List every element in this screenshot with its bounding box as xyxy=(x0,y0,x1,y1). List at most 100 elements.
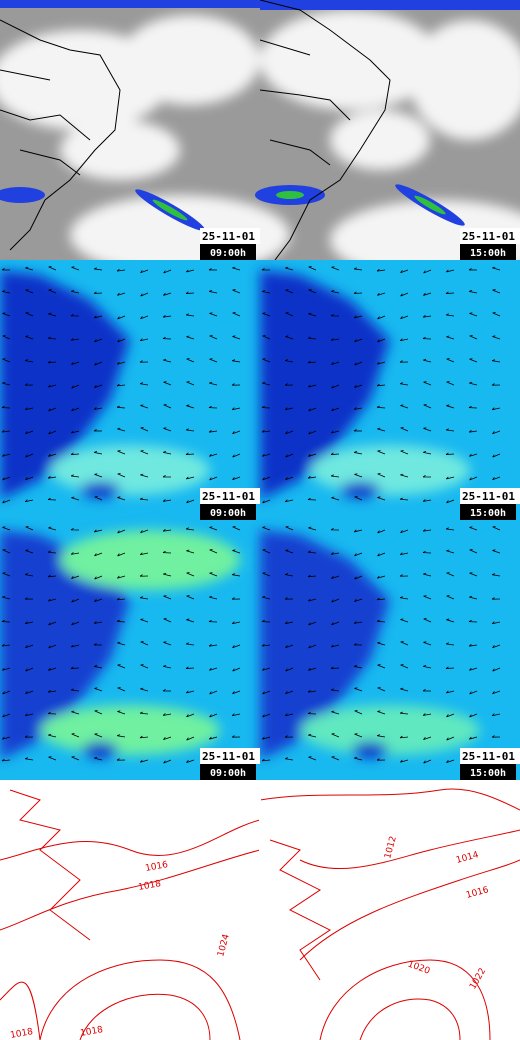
wind-arrow xyxy=(71,361,80,365)
wind-arrow xyxy=(162,475,172,478)
wind-arrow xyxy=(47,475,57,479)
wind-arrow xyxy=(117,529,126,534)
wind-arrow xyxy=(491,407,501,411)
wind-arrow xyxy=(208,619,218,623)
wind-arrow xyxy=(186,618,195,623)
wind-arrow xyxy=(468,619,478,623)
wind-arrow xyxy=(185,428,195,432)
wind-arrow xyxy=(354,338,363,343)
wind-arrow xyxy=(353,621,363,624)
contour-label: 1016 xyxy=(145,860,170,874)
wind-arrow xyxy=(262,453,271,457)
wind-arrow xyxy=(468,429,478,433)
wind-arrow xyxy=(445,428,455,432)
wind-arrow xyxy=(70,430,80,434)
wind-arrow xyxy=(422,528,432,532)
wind-arrow xyxy=(24,359,34,363)
wind-arrow xyxy=(445,690,455,694)
wind-arrow xyxy=(209,572,218,577)
wind-arrow xyxy=(377,315,386,320)
wind-arrow xyxy=(94,756,103,761)
wind-arrow xyxy=(469,690,478,695)
wind-arrow xyxy=(423,451,432,455)
wind-arrow xyxy=(423,358,432,363)
wind-arrow xyxy=(2,290,11,294)
wind-arrow xyxy=(469,572,478,577)
wind-arrow xyxy=(446,358,455,363)
wind-arrow xyxy=(163,269,172,274)
wind-arrow xyxy=(163,358,172,363)
wind-arrow xyxy=(94,361,103,366)
wind-arrow xyxy=(354,710,363,715)
wind-arrow xyxy=(163,665,172,669)
wind-arrow xyxy=(140,450,149,455)
wind-arrow xyxy=(25,549,34,554)
wind-arrow xyxy=(2,453,11,457)
wind-arrow xyxy=(308,407,317,412)
wind-arrow xyxy=(377,338,386,343)
wind-arrow xyxy=(117,315,126,320)
wind-arrow xyxy=(71,621,80,626)
wind-arrow xyxy=(491,621,501,625)
wind-arrow xyxy=(2,736,11,740)
wind-arrow xyxy=(232,430,241,435)
wind-arrow xyxy=(331,575,340,579)
time-label: 09:00h xyxy=(210,508,246,519)
wind-arrow xyxy=(116,383,126,387)
wind-arrow xyxy=(139,552,149,556)
wind-arrow xyxy=(140,292,149,297)
time-box xyxy=(200,764,256,780)
wind-arrow xyxy=(47,497,57,501)
wind-arrow xyxy=(116,734,126,738)
wind-arrow xyxy=(469,713,478,718)
wind-arrow xyxy=(25,476,34,481)
wind-arrow xyxy=(117,496,126,501)
wind-arrow xyxy=(307,574,317,578)
wind-arrow xyxy=(94,598,103,602)
wind-arrow xyxy=(117,575,126,579)
wind-arrow xyxy=(307,360,317,364)
wind-arrow xyxy=(331,756,340,761)
wind-arrow xyxy=(94,665,103,669)
wind-arrow xyxy=(232,335,241,340)
wind-arrow xyxy=(117,292,126,296)
satellite-row xyxy=(0,0,520,280)
wind-arrow xyxy=(162,713,172,716)
wind-arrow xyxy=(93,291,103,294)
wind-arrow xyxy=(399,552,409,556)
wind-arrow xyxy=(376,619,386,623)
wind-arrow xyxy=(163,618,172,623)
wind-arrow xyxy=(140,427,149,432)
wind-arrow xyxy=(354,473,363,478)
wind-arrow xyxy=(71,710,80,715)
wind-arrow xyxy=(354,598,363,602)
wind-arrow xyxy=(140,641,149,646)
wind-arrow xyxy=(232,312,241,317)
wind-arrow xyxy=(285,453,294,458)
wind-arrow xyxy=(117,427,126,432)
wind-arrow xyxy=(422,550,432,554)
wind-arrow xyxy=(48,667,57,671)
wind-arrow xyxy=(376,268,386,272)
wind-arrow xyxy=(70,338,80,341)
date-label: 25-11-01 xyxy=(202,750,255,763)
wind-arrow xyxy=(163,641,172,646)
wind-arrow xyxy=(48,644,57,649)
wind-arrow xyxy=(139,735,149,739)
wind-arrow xyxy=(446,549,455,554)
wind-arrow xyxy=(376,597,386,601)
wind-arrow xyxy=(139,574,149,577)
contour-label: 1016 xyxy=(465,885,490,901)
wind-arrow xyxy=(70,688,80,692)
wind-arrow xyxy=(2,381,11,386)
wind-arrow xyxy=(261,429,271,433)
wind-arrow xyxy=(354,552,363,557)
wind-arrow xyxy=(399,382,409,386)
wind-arrow xyxy=(285,312,294,317)
wind-arrow xyxy=(262,312,271,317)
wind-arrow xyxy=(185,690,195,694)
wind-arrow xyxy=(354,384,363,388)
wind-arrow xyxy=(48,289,57,294)
wind-arrow xyxy=(209,667,218,671)
wind-arrow xyxy=(422,713,432,716)
